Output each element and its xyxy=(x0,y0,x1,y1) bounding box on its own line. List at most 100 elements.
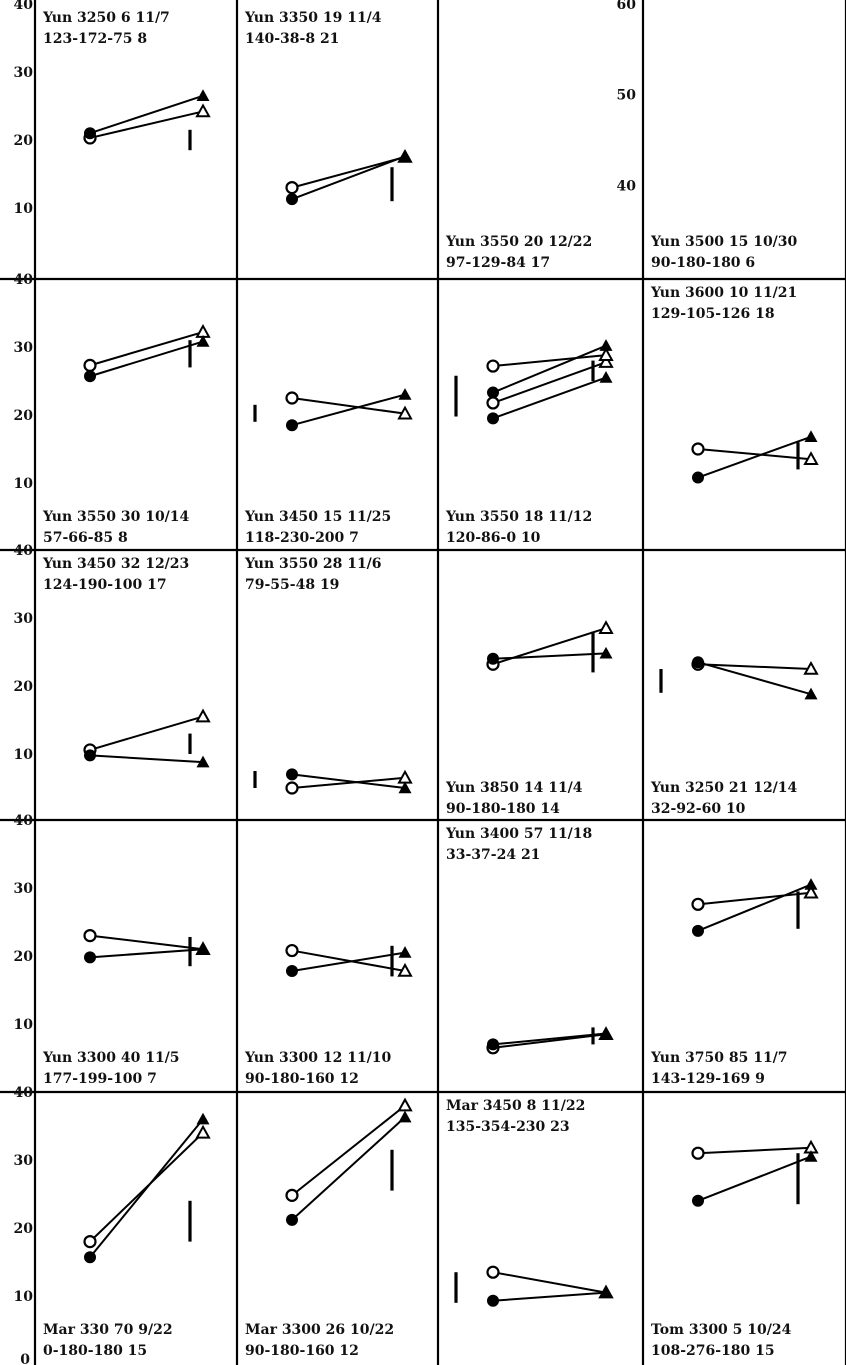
filled-triangle-marker xyxy=(196,89,210,101)
open-circle-marker xyxy=(486,396,500,410)
panel-label-line2: 118-230-200 7 xyxy=(245,530,359,546)
open-triangle-marker xyxy=(803,884,819,899)
panel-5: Yun 3450 15 11/25 118-230-200 7 xyxy=(244,388,413,546)
panel-label-line1: Yun 3400 57 11/18 xyxy=(445,826,592,842)
open-series-line xyxy=(291,949,406,972)
panel-label-line1: Yun 3250 21 12/14 xyxy=(650,780,798,796)
filled-triangle-marker xyxy=(196,942,210,955)
panel-y-tick-label: 60 xyxy=(617,0,637,13)
panel-1: Yun 3350 19 11/4 140-38-8 21 xyxy=(244,10,413,206)
y-tick-label: 40 xyxy=(14,1085,34,1101)
filled-circle-marker xyxy=(692,656,704,669)
y-tick-label: 10 xyxy=(14,476,34,492)
filled-series-line xyxy=(89,754,204,764)
y-tick-label: 10 xyxy=(14,201,34,217)
filled-series-line xyxy=(89,340,204,378)
filled-circle-marker xyxy=(286,1213,298,1226)
filled-triangle-marker xyxy=(398,149,412,162)
open-series-line xyxy=(492,1271,607,1294)
panel-label-line1: Yun 3300 40 11/5 xyxy=(42,1050,180,1066)
filled-series-line xyxy=(697,661,812,696)
open-circle-marker xyxy=(285,1188,299,1202)
panel-14: Yun 3400 57 11/18 33-37-24 21 xyxy=(445,826,614,1055)
y-tick-label: 10 xyxy=(14,1017,34,1033)
panel-label-line1: Yun 3500 15 10/30 xyxy=(650,234,798,250)
open-circle-marker xyxy=(285,943,299,958)
y-tick-label: 0 xyxy=(20,1352,30,1365)
panel-label-line2: 0-180-180 15 xyxy=(43,1343,147,1359)
panel-0: Yun 3250 6 11/7 123-172-75 8 xyxy=(42,10,211,151)
y-tick-label: 30 xyxy=(14,1153,34,1169)
panel-label-line1: Yun 3550 28 11/6 xyxy=(244,556,382,572)
panel-label-line1: Yun 3550 30 10/14 xyxy=(42,509,190,525)
filled-circle-marker xyxy=(692,1194,704,1207)
filled-circle-marker xyxy=(487,1038,499,1051)
panel-7: Yun 3600 10 11/21 129-105-126 18 xyxy=(650,285,819,484)
open-triangle-marker xyxy=(397,405,413,420)
filled-circle-marker xyxy=(84,951,96,964)
panel-label-line2: 32-92-60 10 xyxy=(651,801,746,817)
filled-triangle-marker xyxy=(804,430,818,442)
panel-label-line2: 120-86-0 10 xyxy=(446,530,541,546)
panel-label-line1: Yun 3600 10 11/21 xyxy=(650,285,797,301)
panel-label-line1: Yun 3750 85 11/7 xyxy=(650,1050,788,1066)
filled-circle-marker xyxy=(84,1251,96,1264)
y-tick-label: 10 xyxy=(14,747,34,763)
y-tick-label: 30 xyxy=(14,340,34,356)
y-tick-label: 30 xyxy=(14,611,34,627)
open-circle-marker xyxy=(83,928,97,943)
panel-label-line1: Mar 3450 8 11/22 xyxy=(446,1098,585,1114)
panel-4: Yun 3550 30 10/14 57-66-85 8 xyxy=(42,323,211,546)
panel-label-line1: Yun 3450 15 11/25 xyxy=(244,509,391,525)
filled-triangle-marker xyxy=(599,646,613,659)
y-tick-label: 20 xyxy=(14,133,34,149)
filled-triangle-marker xyxy=(804,687,818,700)
y-tick-label: 20 xyxy=(14,1221,34,1237)
panel-y-tick-label: 40 xyxy=(617,178,637,194)
panel-label-line2: 97-129-84 17 xyxy=(446,255,550,271)
panel-19: Tom 3300 5 10/24 108-276-180 15 xyxy=(651,1139,819,1359)
open-triangle-marker xyxy=(598,347,614,361)
filled-circle-marker xyxy=(487,386,499,399)
filled-circle-marker xyxy=(286,193,298,206)
filled-series-line xyxy=(492,344,607,394)
filled-circle-marker xyxy=(84,370,96,383)
panel-label-line2: 123-172-75 8 xyxy=(43,31,147,47)
open-series-line xyxy=(291,1104,406,1197)
filled-triangle-marker xyxy=(196,755,210,768)
panel-label-line2: 177-199-100 7 xyxy=(43,1071,157,1087)
panel-12: Yun 3300 40 11/5 177-199-100 7 xyxy=(42,928,211,1087)
filled-series-line xyxy=(697,435,812,479)
open-triangle-marker xyxy=(195,1124,211,1139)
y-tick-label: 30 xyxy=(14,65,34,81)
open-circle-marker xyxy=(691,897,705,911)
open-triangle-marker xyxy=(803,660,819,675)
panel-label-line1: Yun 3450 32 12/23 xyxy=(42,556,189,572)
open-circle-marker xyxy=(691,442,705,456)
filled-triangle-marker xyxy=(398,388,412,400)
open-triangle-marker xyxy=(397,962,413,977)
filled-circle-marker xyxy=(487,652,499,665)
filled-triangle-marker xyxy=(398,781,412,794)
open-circle-marker xyxy=(486,359,500,373)
panel-label-line2: 129-105-126 18 xyxy=(651,306,775,322)
y-tick-label: 40 xyxy=(14,813,34,829)
y-axis-ticks: 10 20 30 40 10 20 30 40 10 20 30 40 10 20 30 40 10 20 30 40… xyxy=(14,0,34,1365)
filled-triangle-marker xyxy=(599,339,613,351)
panel-y-tick-label: 50 xyxy=(617,88,637,104)
panel-3: Yun 3500 15 10/30 90-180-180 6 xyxy=(650,234,798,271)
open-series-line xyxy=(697,663,812,670)
open-triangle-marker xyxy=(195,103,211,118)
filled-triangle-marker xyxy=(398,946,412,958)
open-series-line xyxy=(492,1033,607,1049)
panel-9: Yun 3550 28 11/6 79-55-48 19 xyxy=(244,556,413,795)
panel-label-line1: Yun 3250 6 11/7 xyxy=(42,10,170,26)
panel-label-line2: 108-276-180 15 xyxy=(651,1343,775,1359)
panel-label-line2: 57-66-85 8 xyxy=(43,530,128,546)
panel-label-line2: 79-55-48 19 xyxy=(245,577,339,593)
open-triangle-marker xyxy=(195,708,211,723)
y-tick-label: 20 xyxy=(14,949,34,965)
panel-label-line2: 135-354-230 23 xyxy=(446,1119,570,1135)
